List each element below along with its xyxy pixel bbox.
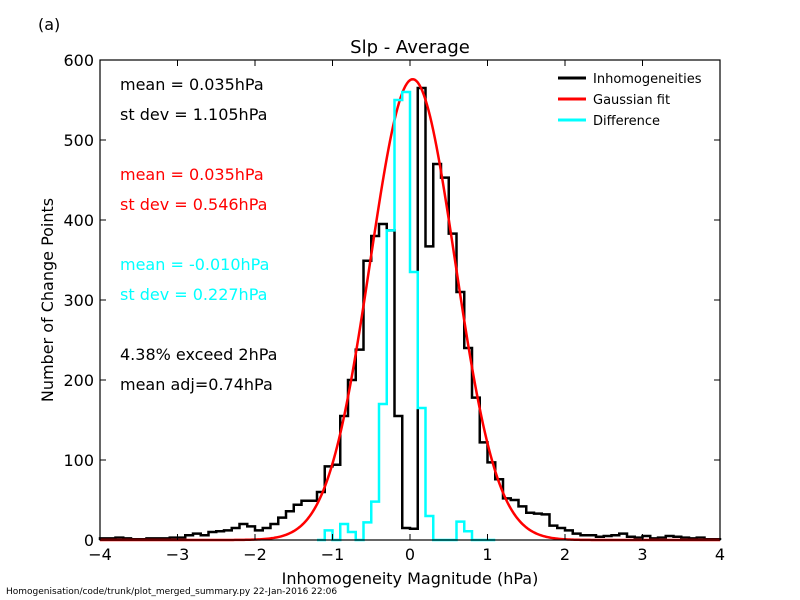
y-tick-label: 600 bbox=[63, 51, 94, 70]
black-stdev-annotation: st dev = 1.105hPa bbox=[120, 105, 267, 124]
x-tick-label: −1 bbox=[321, 545, 345, 564]
legend: Inhomogeneities Gaussian fit Difference bbox=[558, 72, 702, 129]
cyan-stdev-annotation: st dev = 0.227hPa bbox=[120, 285, 267, 304]
x-tick-label: 2 bbox=[560, 545, 570, 564]
y-tick-label: 500 bbox=[63, 131, 94, 150]
y-tick-label: 200 bbox=[63, 371, 94, 390]
x-tick-label: 0 bbox=[405, 545, 415, 564]
stats-annotations: mean = 0.035hPa st dev = 1.105hPa mean =… bbox=[120, 75, 277, 394]
x-tick-label: −2 bbox=[243, 545, 267, 564]
legend-label-gaussian-fit: Gaussian fit bbox=[593, 93, 670, 108]
y-tick-label: 400 bbox=[63, 211, 94, 230]
panel-label: (a) bbox=[38, 15, 60, 34]
x-tick-label: −3 bbox=[166, 545, 190, 564]
cyan-mean-annotation: mean = -0.010hPa bbox=[120, 255, 269, 274]
x-tick-label: 3 bbox=[637, 545, 647, 564]
chart-title: Slp - Average bbox=[350, 37, 470, 58]
x-tick-label: 1 bbox=[482, 545, 492, 564]
black-mean-annotation: mean = 0.035hPa bbox=[120, 75, 264, 94]
x-axis-label: Inhomogeneity Magnitude (hPa) bbox=[282, 569, 539, 588]
difference-histogram-line bbox=[317, 90, 496, 542]
y-tick-label: 100 bbox=[63, 451, 94, 470]
legend-label-inhomogeneities: Inhomogeneities bbox=[593, 72, 702, 87]
axes-layer: −4 −3 −2 −1 0 1 2 3 4 0 100 200 300 400 500 600 bbox=[63, 51, 725, 564]
footer-source-path: Homogenisation/code/trunk/plot_merged_su… bbox=[6, 587, 337, 597]
legend-label-difference: Difference bbox=[593, 114, 660, 129]
exceed-annotation: 4.38% exceed 2hPa bbox=[120, 345, 277, 364]
y-axis-label: Number of Change Points bbox=[38, 198, 57, 402]
x-tick-label: −4 bbox=[88, 545, 112, 564]
x-tick-label: 4 bbox=[715, 545, 725, 564]
red-mean-annotation: mean = 0.035hPa bbox=[120, 165, 264, 184]
mean-adj-annotation: mean adj=0.74hPa bbox=[120, 375, 273, 394]
red-stdev-annotation: st dev = 0.546hPa bbox=[120, 195, 267, 214]
y-tick-label: 0 bbox=[84, 531, 94, 550]
y-tick-label: 300 bbox=[63, 291, 94, 310]
